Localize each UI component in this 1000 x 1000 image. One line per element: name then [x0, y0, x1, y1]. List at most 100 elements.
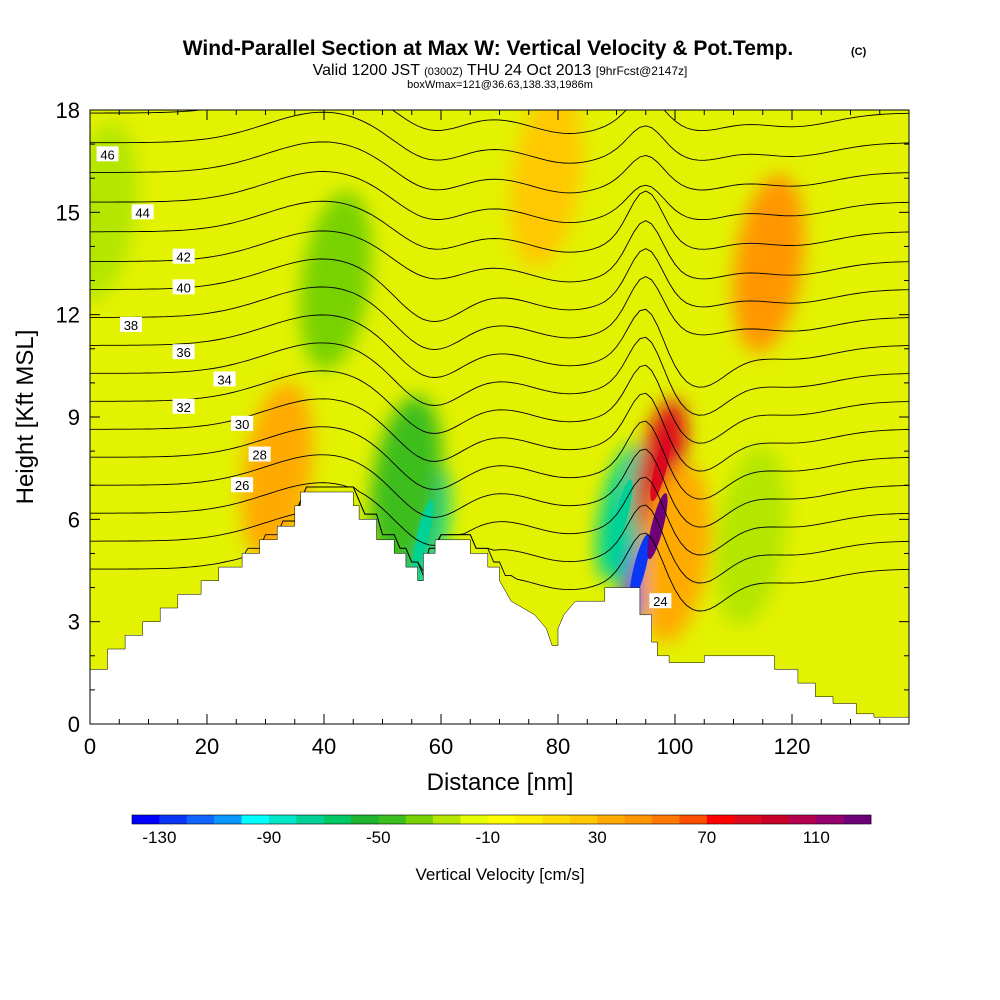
theta-label: 34 [213, 371, 236, 387]
colorbar-swatch [843, 815, 872, 824]
velocity-cell [715, 447, 787, 626]
theta-contour-line [90, 248, 909, 323]
colorbar-swatch [761, 815, 790, 824]
svg-text:32: 32 [176, 400, 190, 415]
theta-label: 40 [172, 279, 195, 295]
colorbar-swatch [515, 815, 543, 824]
colorbar-swatch [487, 815, 516, 824]
colorbar-swatch [624, 815, 653, 824]
theta-contour-line [90, 448, 909, 528]
svg-text:36: 36 [176, 345, 190, 360]
theta-contour-line [90, 276, 909, 351]
colorbar-swatch [460, 815, 489, 824]
x-tick-label: 40 [312, 734, 336, 759]
colorbar-swatch [734, 815, 762, 824]
colorbar-tick-label: -90 [257, 828, 282, 847]
colorbar-swatch [706, 815, 735, 824]
theta-contour-line [90, 190, 909, 253]
colorbar-swatch [132, 815, 160, 824]
theta-contours [90, 0, 909, 612]
theta-label: 36 [172, 344, 195, 360]
y-tick-label: 15 [56, 200, 80, 225]
colorbar-swatch [788, 815, 817, 824]
y-axis-label: Height [Kft MSL] [12, 330, 39, 505]
colorbar-swatch [542, 815, 571, 824]
terrain [90, 491, 909, 724]
colorbar-swatch [679, 815, 708, 824]
colorbar-swatch [597, 815, 625, 824]
theta-contour-line [90, 420, 909, 500]
theta-contour-line [90, 110, 909, 134]
svg-text:46: 46 [100, 147, 114, 162]
svg-text:24: 24 [653, 594, 667, 609]
colorbar-swatch [159, 815, 188, 824]
colorbar-swatch [652, 815, 680, 824]
chart-title: Wind-Parallel Section at Max W: Vertical… [183, 37, 794, 60]
svg-text:34: 34 [217, 372, 231, 387]
theta-label: 32 [172, 398, 195, 415]
colorbar-swatch [816, 815, 844, 824]
velocity-core [650, 435, 671, 502]
theta-contour-line [90, 486, 909, 612]
colorbar-swatch [214, 815, 242, 824]
velocity-cell [90, 123, 138, 302]
colorbar-swatch [405, 815, 434, 824]
colorbar-swatch [296, 815, 324, 824]
x-tick-label: 80 [546, 734, 570, 759]
y-tick-label: 6 [68, 507, 80, 532]
svg-text:28: 28 [252, 448, 266, 463]
theta-contour-line [90, 171, 909, 224]
theta-contour-line [90, 141, 909, 194]
chart-subtitle: Valid 1200 JST (0300Z) THU 24 Oct 2013 [… [313, 62, 688, 79]
theta-contour-line [90, 364, 909, 444]
info-line: boxWmax=121@36.63,138.33,1986m [407, 79, 593, 91]
svg-text:44: 44 [135, 205, 149, 220]
svg-text:30: 30 [235, 417, 249, 432]
colorbar-swatch [350, 815, 379, 824]
theta-contour-line [90, 476, 909, 556]
theta-label: 44 [131, 204, 154, 220]
theta-label: 26 [231, 477, 254, 493]
x-tick-label: 0 [84, 734, 96, 759]
y-tick-label: 9 [68, 405, 80, 430]
colorbar-frame [131, 814, 872, 825]
theta-contour-line [90, 308, 909, 388]
theta-contour-line [90, 220, 909, 283]
colorbar-tick-label: 30 [588, 828, 607, 847]
colorbar-swatch [186, 815, 215, 824]
svg-text:26: 26 [235, 478, 249, 493]
y-tick-label: 12 [56, 303, 80, 328]
colorbar-swatch [268, 815, 297, 824]
svg-text:42: 42 [176, 250, 190, 265]
theta-label: 46 [96, 146, 119, 162]
theta-contour-line [90, 111, 909, 164]
velocity-field [90, 110, 805, 643]
svg-text:38: 38 [124, 318, 138, 333]
theta-contour-line [90, 392, 909, 472]
colorbar-swatch [569, 815, 598, 824]
velocity-cell [732, 174, 805, 353]
theta-contour-line [90, 336, 909, 416]
colorbar-swatch [241, 815, 270, 824]
y-tick-label: 3 [68, 610, 80, 635]
theta-label: 24 [649, 593, 672, 609]
theta-contour-line [90, 0, 909, 15]
theta-label: 42 [172, 248, 195, 265]
x-axis-label: Distance [nm] [427, 769, 574, 796]
theta-label: 30 [231, 415, 254, 432]
colorbar-tick-label: -130 [142, 828, 176, 847]
colorbar-tick-label: -50 [366, 828, 391, 847]
colorbar-tick-label: 110 [803, 828, 830, 847]
colorbar-swatch [433, 815, 461, 824]
velocity-core [647, 493, 668, 560]
theta-label: 38 [119, 316, 142, 333]
colorbar-swatch [378, 815, 406, 824]
copyright-mark: (C) [851, 46, 867, 58]
x-tick-label: 60 [429, 734, 453, 759]
colorbar-label: Vertical Velocity [cm/s] [415, 865, 584, 884]
colorbar-tick-label: 70 [697, 828, 716, 847]
